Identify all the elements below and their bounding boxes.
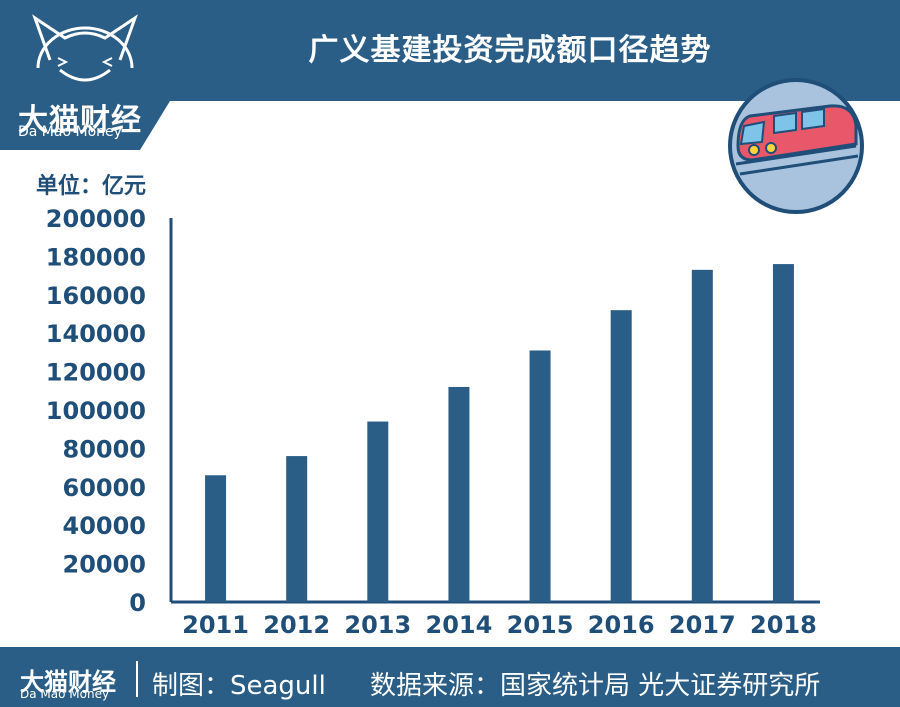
bar-2013 (367, 421, 389, 602)
logo: 大猫财经 Da Mao Money (0, 0, 216, 150)
logo-text: 大猫财经 (18, 103, 142, 138)
train-icon (728, 78, 864, 214)
bar-2015 (529, 350, 551, 602)
y-tick-label: 200000 (46, 205, 146, 233)
bar-chart: 0 20000 40000 60000 80000 100000 120000 140000 1… (46, 205, 820, 639)
footer-logo-subtext: Da Mao Money (20, 687, 110, 701)
y-tick-label: 20000 (63, 551, 147, 579)
x-tick-label: 2015 (507, 611, 574, 639)
x-tick-label: 2016 (588, 611, 655, 639)
y-tick-label: 100000 (46, 397, 146, 425)
chart-title: 广义基建投资完成额口径趋势 (308, 33, 712, 68)
y-tick-label: 140000 (46, 320, 146, 348)
bar-2016 (610, 310, 632, 602)
y-tick-label: 160000 (46, 282, 146, 310)
x-tick-label: 2018 (750, 611, 817, 639)
footer-source: 数据来源：国家统计局 光大证券研究所 (370, 671, 821, 701)
x-tick-label: 2017 (669, 611, 736, 639)
x-tick-label: 2011 (182, 611, 249, 639)
bar-2012 (286, 456, 308, 602)
y-tick-label: 0 (129, 589, 146, 617)
footer-bar (0, 647, 900, 707)
y-tick-label: 40000 (63, 512, 147, 540)
footer-divider (136, 661, 138, 697)
footer-maker: 制图：Seagull (152, 671, 326, 701)
x-tick-label: 2014 (426, 611, 493, 639)
unit-label: 单位：亿元 (36, 174, 147, 199)
bar-2014 (448, 386, 470, 602)
bar-2017 (691, 269, 713, 602)
x-tick-label: 2012 (263, 611, 330, 639)
y-tick-label: 180000 (46, 243, 146, 271)
footer-logo-text: 大猫财经 (20, 668, 116, 696)
bar-2018 (772, 264, 794, 602)
y-tick-label: 80000 (63, 435, 147, 463)
y-tick-label: 120000 (46, 359, 146, 387)
x-tick-label: 2013 (344, 611, 411, 639)
bar-2011 (205, 475, 227, 602)
logo-cat-icon (0, 0, 216, 150)
logo-subtext: Da Mao Money (18, 124, 122, 140)
y-tick-label: 60000 (63, 474, 147, 502)
